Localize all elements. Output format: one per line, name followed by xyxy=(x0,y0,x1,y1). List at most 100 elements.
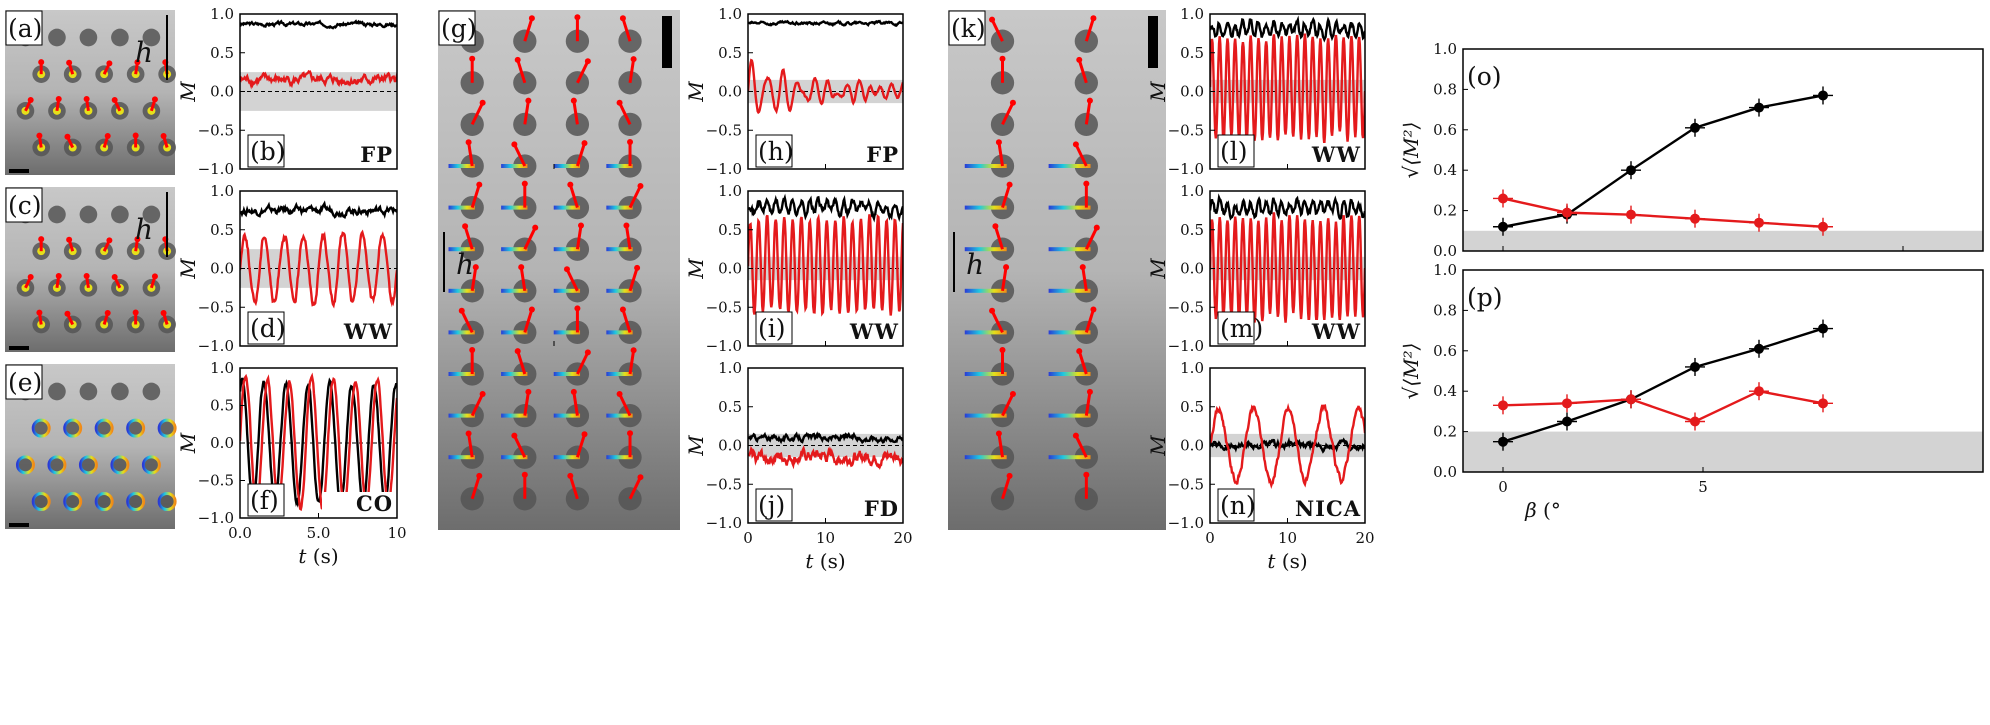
trajectory-trail xyxy=(553,288,581,293)
y-tick-label: 0.0 xyxy=(210,83,234,101)
plot-area xyxy=(1463,319,1983,472)
y-tick-label: −1.0 xyxy=(1168,514,1204,532)
mode-label: WW xyxy=(343,319,393,344)
plot-area xyxy=(1210,193,1365,323)
bead xyxy=(126,419,145,437)
arrow-head xyxy=(584,349,591,356)
director-arrow xyxy=(1001,266,1008,292)
arrow-head xyxy=(476,181,483,188)
series-line-black xyxy=(1210,436,1365,454)
photo-panel-g: h (g) xyxy=(438,10,680,530)
arrow-head xyxy=(1076,56,1083,63)
photo-panel-a: h (a) xyxy=(5,10,176,175)
height-label: h xyxy=(966,248,984,281)
director-arrow xyxy=(1084,100,1092,125)
trajectory-ring xyxy=(63,492,83,511)
arrow-head xyxy=(64,310,71,317)
arrow-head xyxy=(1083,471,1090,478)
panel-tag: (h) xyxy=(758,137,794,166)
panel-tag-box xyxy=(1217,311,1255,345)
panel-tag: (d) xyxy=(250,314,286,343)
director-arrow xyxy=(1084,226,1099,250)
director-arrow xyxy=(997,142,1004,167)
director-arrow xyxy=(628,185,642,209)
director-arrow xyxy=(523,309,534,333)
height-label: h xyxy=(135,36,153,69)
y-tick-label: −1.0 xyxy=(198,337,234,355)
panel-tag: (e) xyxy=(8,368,42,397)
arrow-head xyxy=(511,141,518,148)
y-tick-label: 0.0 xyxy=(1180,83,1204,101)
bead xyxy=(158,419,176,437)
series-line-red xyxy=(748,58,903,115)
chart-l: 1.0 0.5 0.0 −0.5 −1.0 M (l) WW xyxy=(1146,5,1366,178)
arrow-head xyxy=(521,180,528,187)
chart-n: 1.0 0.5 0.0 −0.5 −1.00 10 20 Mt (s) (n) NICA xyxy=(1146,359,1375,573)
bead xyxy=(142,382,161,401)
x-axis-label: t (s) xyxy=(1267,549,1307,573)
plot-area xyxy=(748,19,903,115)
y-tick-label: 0.6 xyxy=(1433,121,1457,139)
series-line-black xyxy=(1502,327,1824,443)
panel-tag-box xyxy=(948,10,986,46)
arrow-head xyxy=(1079,264,1086,271)
arrow-head xyxy=(1086,97,1093,104)
trajectory-trail xyxy=(448,413,475,418)
arrow-head xyxy=(518,264,525,271)
trajectory-trail xyxy=(1048,413,1091,418)
arrow-head xyxy=(1086,388,1093,395)
panel-tag-box xyxy=(438,10,476,46)
trajectory-trail xyxy=(501,164,528,168)
trajectory-ring xyxy=(15,455,35,475)
y-tick-label: 0.0 xyxy=(1180,260,1204,278)
arrow-head xyxy=(1072,432,1079,439)
y-axis-label: M xyxy=(1146,81,1170,103)
photo-panel-e: (e) xyxy=(5,364,177,529)
arrow-head xyxy=(132,132,139,139)
mode-label-bg xyxy=(828,320,900,344)
arrow-head xyxy=(134,236,141,243)
y-tick-label: −1.0 xyxy=(706,337,742,355)
director-arrow xyxy=(523,17,534,42)
arrow-head xyxy=(38,59,45,66)
y-tick-label: 0.5 xyxy=(718,221,742,239)
arrow-head xyxy=(1090,306,1097,313)
y-tick-label: 1.0 xyxy=(718,182,742,200)
director-arrow xyxy=(470,184,481,209)
arrow-head xyxy=(584,58,591,65)
arrow-head xyxy=(1090,15,1097,22)
series-line-red xyxy=(748,213,903,317)
y-tick-label: 0.0 xyxy=(1180,437,1204,455)
arrow-head xyxy=(623,222,630,229)
series-line-black xyxy=(240,19,397,30)
height-label: h xyxy=(135,213,153,246)
y-tick-label: 0.5 xyxy=(718,44,742,62)
y-tick-label: −0.5 xyxy=(706,298,742,316)
trajectory-trail xyxy=(553,205,581,210)
bead xyxy=(142,28,161,47)
x-tick-label: 10 xyxy=(1278,529,1297,547)
y-tick-label: 1.0 xyxy=(1180,5,1204,23)
y-tick-label: −0.5 xyxy=(198,472,234,490)
trajectory-trail xyxy=(964,288,1007,293)
axes-frame xyxy=(1462,269,1984,473)
trajectory-trail xyxy=(501,372,528,376)
plot-area xyxy=(240,200,397,309)
bead xyxy=(79,28,98,47)
arrow-head xyxy=(104,310,111,317)
mode-label-bg xyxy=(322,320,394,344)
trajectory-trail xyxy=(501,413,528,418)
plot-area xyxy=(240,19,397,111)
arrow-head xyxy=(637,182,644,189)
director-arrow xyxy=(628,476,642,500)
panel-tag-box xyxy=(247,134,285,168)
y-tick-label: 0.0 xyxy=(210,434,234,452)
trajectory-trail xyxy=(501,205,528,210)
arrow-head xyxy=(999,347,1006,353)
panel-tag-box xyxy=(755,488,793,522)
trajectory-trail xyxy=(448,372,475,376)
trajectory-trail xyxy=(1048,205,1091,210)
director-arrow xyxy=(519,266,527,292)
trajectory-trail xyxy=(553,164,581,168)
